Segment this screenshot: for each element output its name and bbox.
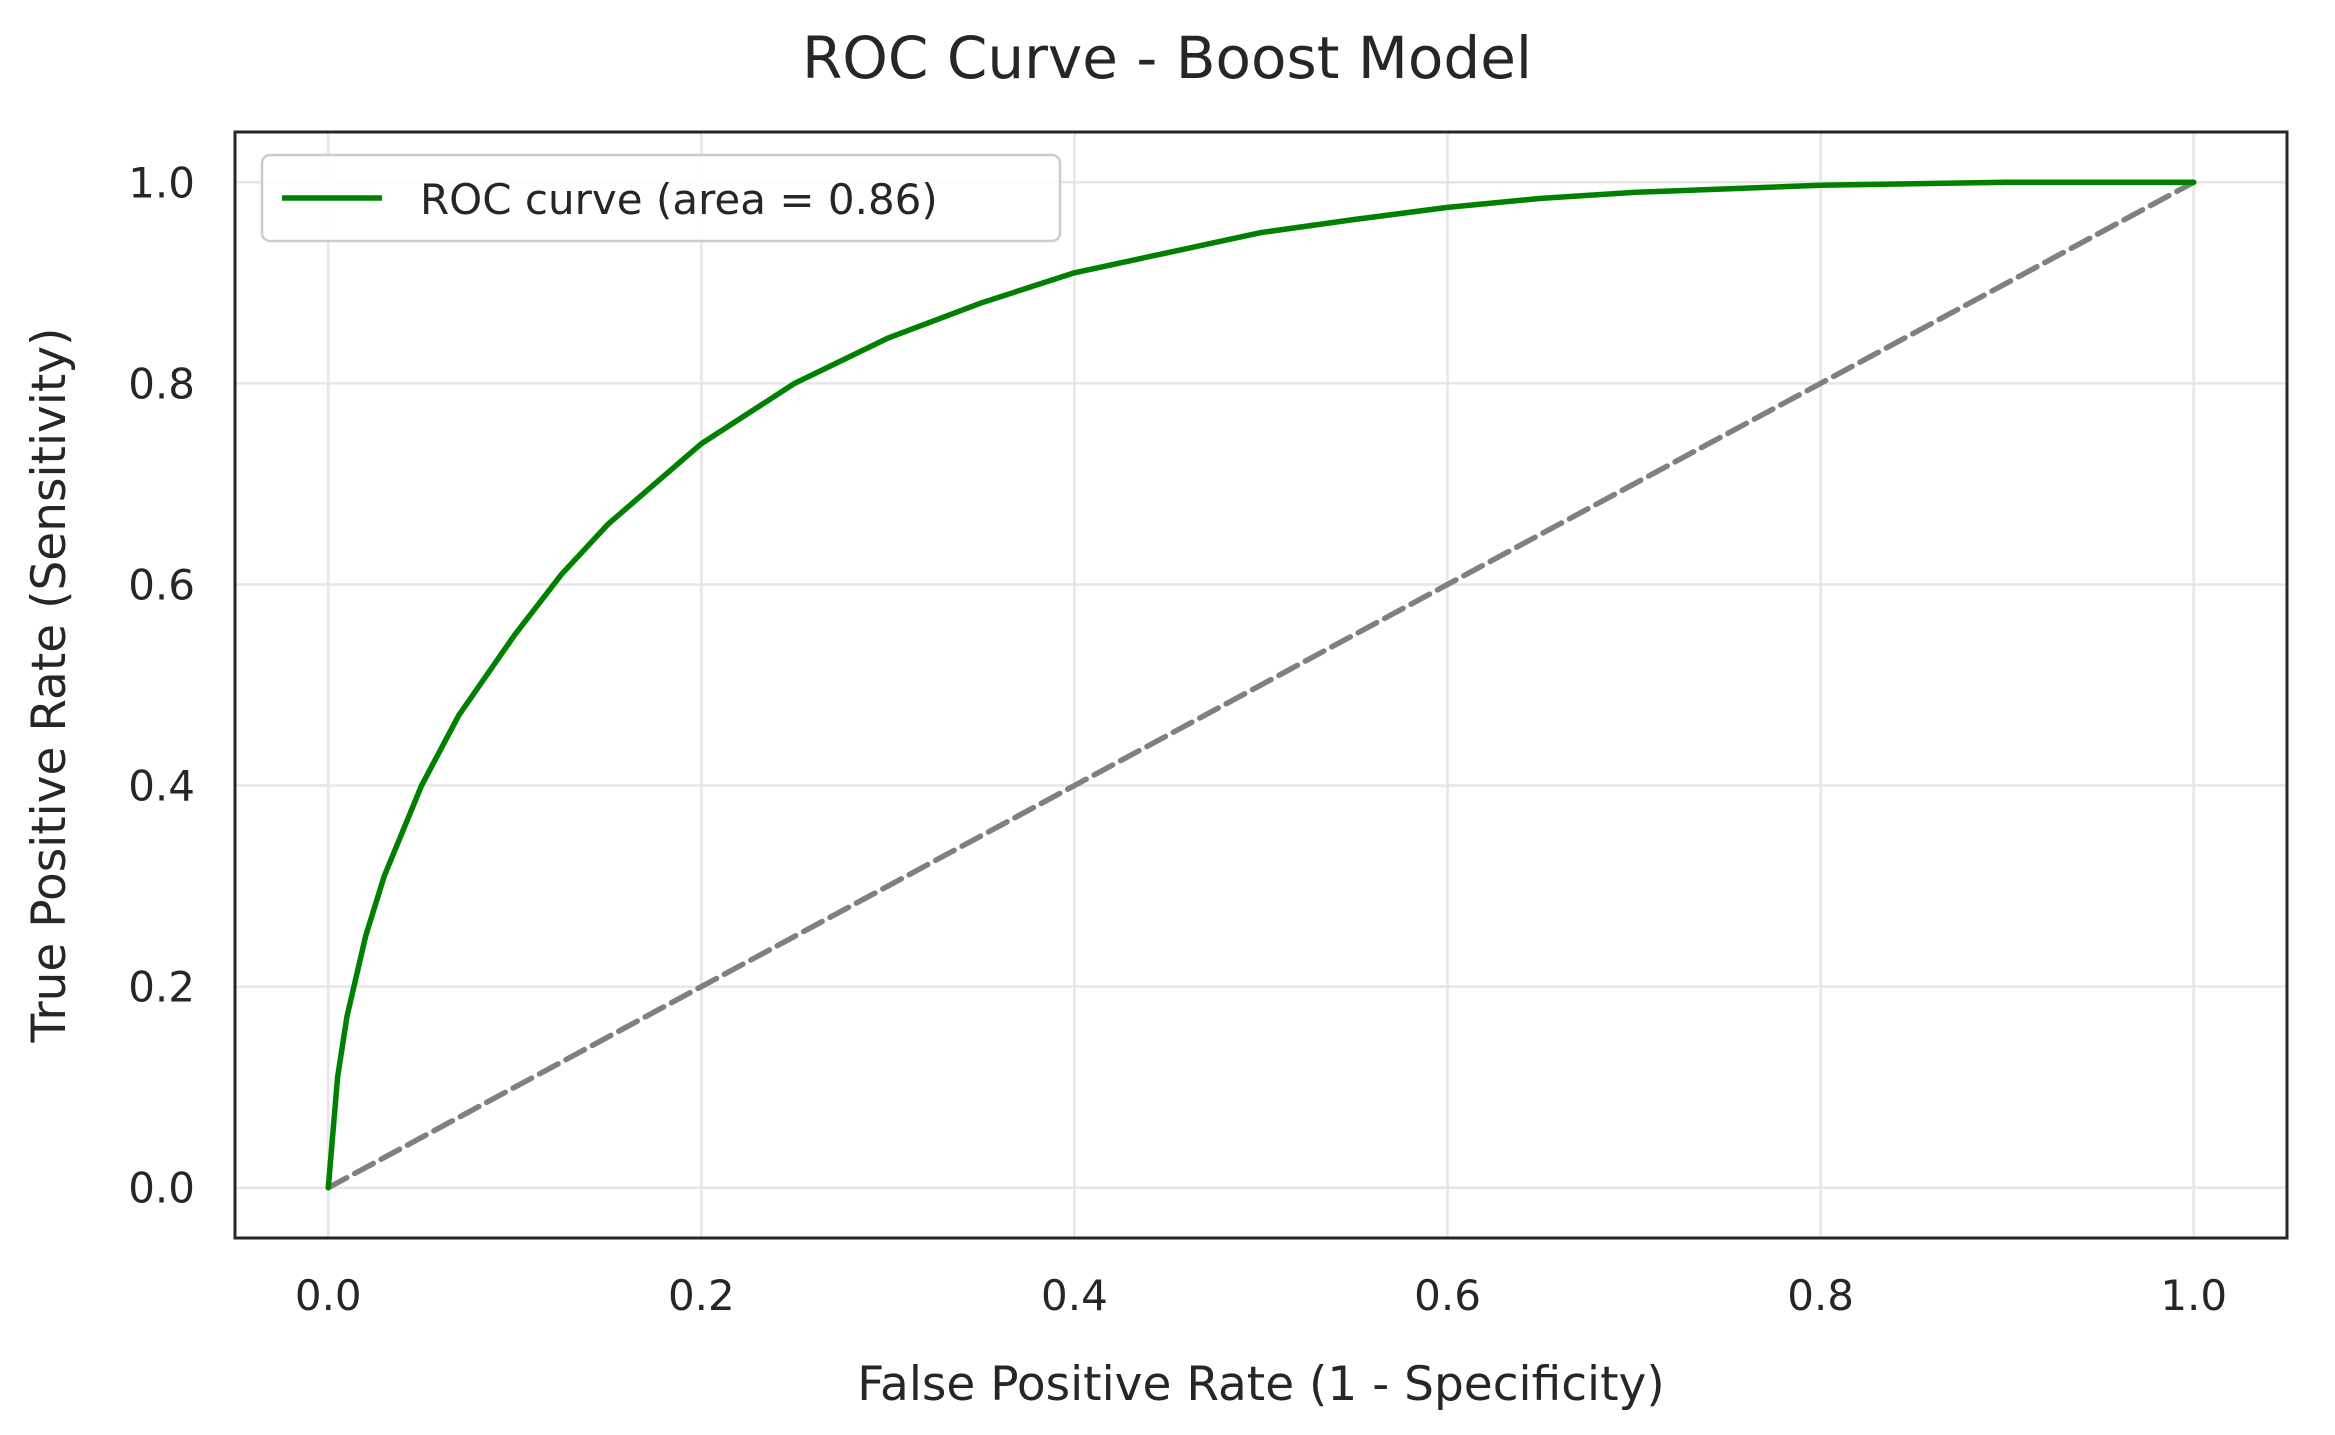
x-tick-label: 0.2 bbox=[668, 1271, 735, 1320]
y-tick-label: 1.0 bbox=[128, 158, 195, 207]
y-tick-labels: 0.0 0.2 0.4 0.6 0.8 1.0 bbox=[128, 158, 195, 1212]
y-axis-label: True Positive Rate (Sensitivity) bbox=[22, 328, 77, 1044]
legend-label-roc: ROC curve (area = 0.86) bbox=[420, 175, 938, 224]
x-tick-labels: 0.0 0.2 0.4 0.6 0.8 1.0 bbox=[295, 1271, 2227, 1320]
y-tick-label: 0.4 bbox=[128, 762, 195, 811]
x-tick-label: 0.0 bbox=[295, 1271, 362, 1320]
legend-box bbox=[260, 153, 1062, 243]
x-axis-label: False Positive Rate (1 - Specificity) bbox=[857, 1357, 1664, 1412]
chance-diagonal-line bbox=[325, 179, 2197, 1191]
y-tick-label: 0.6 bbox=[128, 560, 195, 609]
y-tick-label: 0.2 bbox=[128, 963, 195, 1012]
x-tick-label: 0.8 bbox=[1787, 1271, 1854, 1320]
plot-frame bbox=[233, 130, 2289, 1240]
x-tick-label: 0.6 bbox=[1414, 1271, 1481, 1320]
y-tick-label: 0.0 bbox=[128, 1164, 195, 1213]
chart-title: ROC Curve - Boost Model bbox=[802, 24, 1532, 92]
series-layer bbox=[325, 179, 2197, 1191]
x-tick-label: 1.0 bbox=[2160, 1271, 2227, 1320]
x-tick-label: 0.4 bbox=[1041, 1271, 1108, 1320]
roc-curve-line bbox=[325, 179, 2197, 1191]
legend: ROC curve (area = 0.86) bbox=[260, 153, 1062, 243]
y-tick-label: 0.8 bbox=[128, 359, 195, 408]
